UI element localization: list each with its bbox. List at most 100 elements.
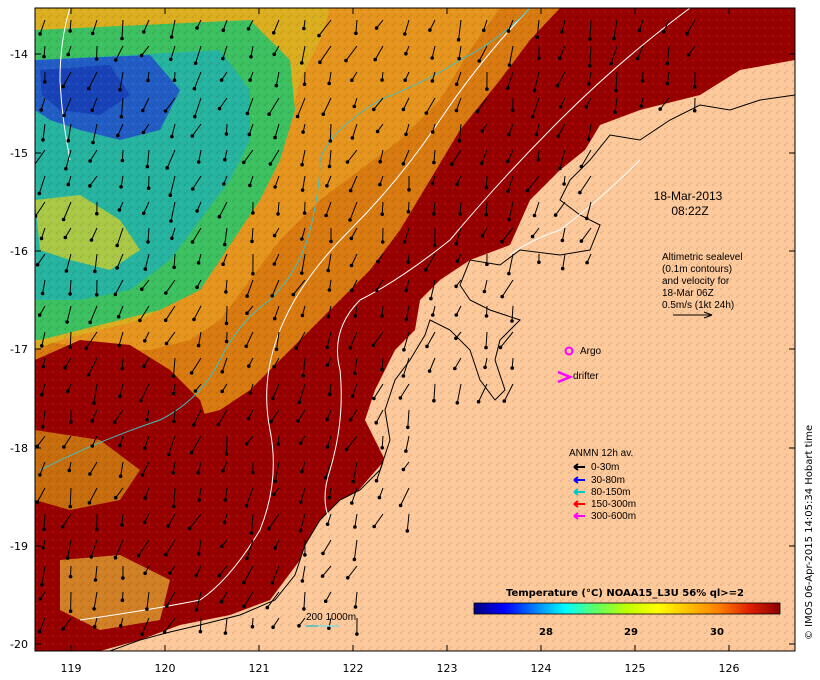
velocity-arrow [140, 383, 150, 401]
velocity-arrow-head [242, 160, 246, 165]
velocity-arrow [222, 45, 228, 59]
velocity-arrow-head [323, 599, 328, 604]
velocity-arrow [90, 539, 98, 558]
velocity-arrow [429, 19, 436, 31]
velocity-arrow [91, 97, 98, 111]
anmn-legend-title: ANMN 12h av. [569, 448, 633, 459]
velocity-arrow-head [406, 209, 411, 214]
velocity-arrow [118, 331, 124, 346]
velocity-arrow-head [66, 182, 71, 187]
velocity-arrow [268, 97, 280, 115]
velocity-arrow-head [162, 630, 167, 635]
velocity-arrow-head [90, 108, 95, 112]
velocity-arrow [65, 149, 72, 169]
velocity-arrow-head [121, 576, 125, 580]
velocity-arrow [89, 175, 98, 187]
velocity-arrow [559, 45, 566, 59]
y-tick-label: -18 [10, 442, 28, 455]
velocity-arrow-head [115, 243, 119, 248]
velocity-arrow-head [276, 212, 280, 216]
argo-marker: Argo [564, 346, 602, 357]
y-tick-label: -19 [10, 540, 28, 553]
velocity-arrow-head [327, 81, 332, 86]
velocity-arrow [663, 19, 670, 32]
velocity-arrow [165, 539, 176, 555]
velocity-arrow-head [300, 162, 304, 167]
velocity-arrow-head [291, 292, 296, 297]
velocity-arrow [347, 149, 358, 163]
velocity-arrow-head [172, 419, 176, 424]
velocity-arrow-head [498, 345, 503, 350]
anmn-legend-label: 300-600m [591, 511, 636, 522]
velocity-arrow-head [402, 240, 407, 244]
x-tick-label: 119 [61, 662, 82, 675]
velocity-arrow-head [555, 83, 560, 88]
velocity-arrow-head [301, 373, 306, 378]
x-axis-labels: 119 120 121 122 123 124 125 126 [61, 662, 740, 675]
velocity-arrow-head [454, 82, 459, 87]
velocity-arrow-head [139, 398, 143, 403]
velocity-arrow [667, 71, 670, 84]
velocity-arrow-head [120, 366, 125, 371]
velocity-arrow [92, 19, 98, 34]
velocity-arrow-head [172, 78, 177, 82]
argo-icon [564, 346, 574, 356]
velocity-arrow-head [143, 339, 147, 343]
velocity-arrow [328, 71, 332, 84]
velocity-arrow-head [165, 604, 169, 608]
velocity-arrow-head [510, 108, 515, 113]
velocity-arrow [67, 539, 72, 559]
velocity-arrow [325, 461, 332, 478]
sealevel-contours [59, 8, 691, 621]
velocity-arrow [271, 565, 280, 584]
velocity-arrow-head [267, 112, 271, 116]
velocity-arrow-head [246, 27, 251, 31]
velocity-arrow-head [165, 166, 169, 170]
velocity-arrow [42, 409, 46, 427]
velocity-arrow-head [297, 400, 302, 405]
velocity-arrow [89, 461, 98, 475]
velocity-arrow-head [224, 290, 228, 294]
velocity-arrow-head [273, 479, 278, 484]
velocity-arrow-head [37, 629, 42, 634]
velocity-arrow-head [170, 134, 174, 139]
velocity-arrow-head [171, 504, 176, 509]
velocity-arrow-head [141, 130, 146, 135]
velocity-arrow-head [190, 134, 195, 138]
velocity-arrow-head [374, 478, 379, 483]
velocity-arrow [39, 617, 46, 632]
velocity-arrow-head [480, 129, 485, 133]
velocity-arrow [322, 565, 332, 577]
velocity-arrow-head [118, 443, 122, 448]
velocity-arrow [275, 71, 280, 86]
velocity-arrow-head [192, 86, 197, 91]
velocity-arrow-head [251, 470, 255, 475]
velocity-arrow-head [68, 504, 72, 509]
velocity-arrow-head [94, 293, 99, 297]
velocity-arrow [221, 357, 228, 372]
velocity-arrow [404, 19, 410, 35]
velocity-arrow-head [298, 529, 303, 533]
velocity-arrow [303, 591, 306, 609]
velocity-arrow-head [270, 581, 275, 585]
velocity-arrow [588, 123, 592, 140]
velocity-arrow [41, 331, 46, 346]
velocity-arrow-head [169, 57, 173, 62]
velocity-arrow [144, 253, 150, 270]
velocity-arrow-head [507, 271, 511, 276]
velocity-arrow-head [635, 56, 640, 61]
anmn-legend-item: 30-80m [573, 475, 625, 486]
velocity-arrow-head [146, 186, 151, 190]
velocity-arrow-head [300, 579, 305, 583]
velocity-arrow-head [535, 35, 540, 40]
velocity-arrow-head [142, 30, 146, 34]
velocity-arrow [62, 513, 72, 527]
velocity-arrow [615, 71, 618, 91]
velocity-arrow-head [248, 78, 252, 82]
velocity-arrow [120, 461, 124, 477]
velocity-arrow-head [327, 626, 331, 631]
velocity-arrow-head [142, 364, 146, 369]
velocity-arrow [88, 71, 98, 89]
velocity-arrow-head [246, 416, 251, 421]
